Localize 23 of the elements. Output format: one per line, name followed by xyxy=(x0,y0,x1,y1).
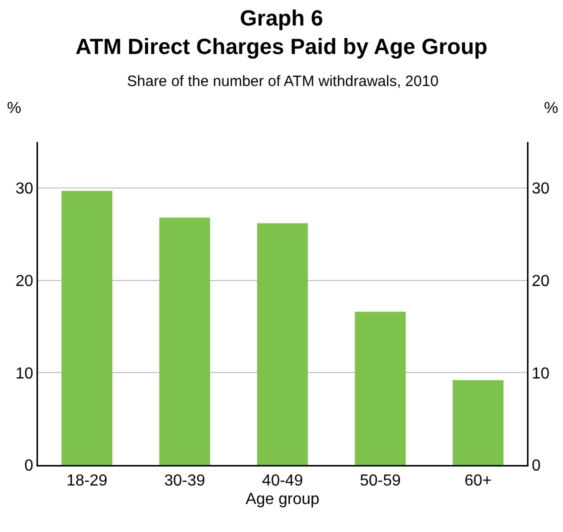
bar xyxy=(257,223,308,465)
y2-axis-title: % xyxy=(544,100,558,117)
y2-tick-label: 20 xyxy=(532,273,550,290)
bar xyxy=(452,380,504,465)
y2-tick-label: 30 xyxy=(532,180,550,198)
y2-tick-label: 0 xyxy=(532,458,541,475)
x-tick-label: 18-29 xyxy=(66,472,108,490)
chart-subtitle: Share of the number of ATM withdrawals, 2010 xyxy=(127,73,439,90)
y-axis-title: % xyxy=(7,100,22,117)
bar xyxy=(61,190,112,465)
y2-tick-label: 10 xyxy=(532,365,550,382)
y-tick-label: 0 xyxy=(24,458,34,475)
x-tick-label: 50-59 xyxy=(360,472,401,490)
x-tick-label: 30-39 xyxy=(164,472,206,490)
bar xyxy=(354,312,406,465)
chart-title: Graph 6 ATM Direct Charges Paid by Age Group xyxy=(76,6,488,60)
y-tick-label: 30 xyxy=(16,180,34,198)
x-tick-label: 40-49 xyxy=(262,472,304,490)
y-tick-label: 10 xyxy=(16,365,34,382)
y-tick-label: 20 xyxy=(16,273,34,290)
bar xyxy=(159,218,210,465)
x-axis-title: Age group xyxy=(246,491,320,508)
x-tick-label: 60+ xyxy=(464,472,492,490)
